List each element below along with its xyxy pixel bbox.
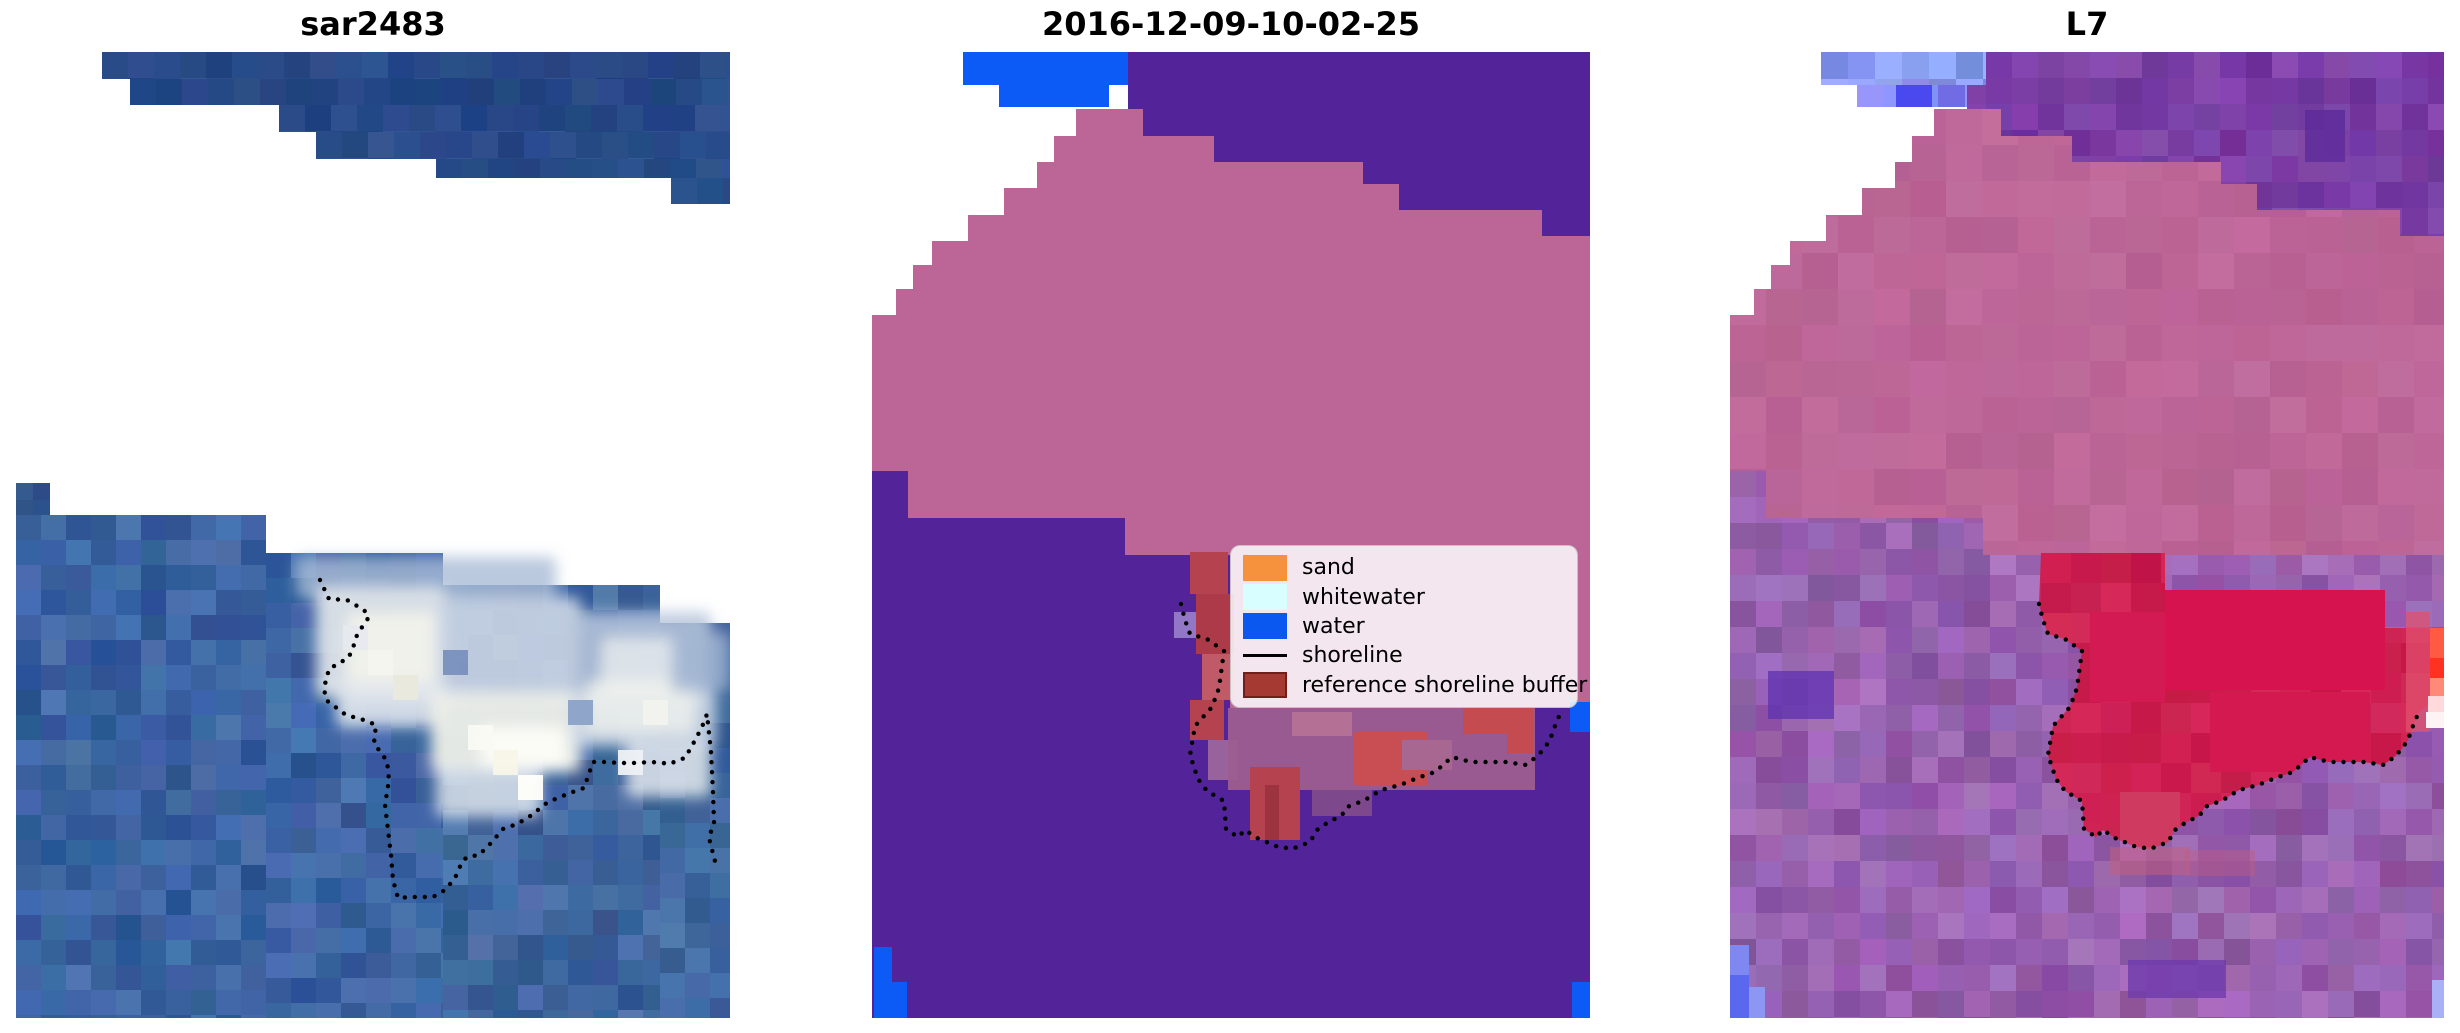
legend-row-shoreline: shoreline xyxy=(1243,641,1565,670)
legend-row-reference-buffer: reference shoreline buffer xyxy=(1243,671,1587,700)
legend-label: sand xyxy=(1302,555,1355,581)
whitewater-swatch-icon xyxy=(1243,584,1287,611)
legend-label: reference shoreline buffer xyxy=(1302,672,1588,698)
reference-buffer-swatch-icon xyxy=(1243,672,1287,699)
legend-row-sand: sand xyxy=(1243,553,1565,582)
panel-l7: L7 xyxy=(1730,0,2444,1033)
panel-title-l7: L7 xyxy=(2065,5,2109,43)
sand-swatch-icon xyxy=(1243,554,1287,581)
l7-image xyxy=(1730,52,2444,1018)
legend-label: water xyxy=(1302,613,1365,639)
legend: sand whitewater water shoreline referenc… xyxy=(1230,545,1587,708)
water-swatch-icon xyxy=(1243,613,1287,640)
shoreline-line-icon xyxy=(1243,654,1287,658)
legend-row-whitewater: whitewater xyxy=(1243,583,1565,612)
classification-image xyxy=(872,52,1590,1018)
panel-title-sar2483: sar2483 xyxy=(300,5,446,43)
legend-row-water: water xyxy=(1243,612,1565,641)
panel-classification: 2016-12-09-10-02-25 xyxy=(872,0,1590,1033)
panel-sar2483: sar2483 xyxy=(16,0,730,1033)
sar-image xyxy=(16,52,730,1018)
legend-label: shoreline xyxy=(1302,643,1403,669)
panel-title-classification: 2016-12-09-10-02-25 xyxy=(1041,5,1421,43)
legend-label: whitewater xyxy=(1302,584,1425,610)
